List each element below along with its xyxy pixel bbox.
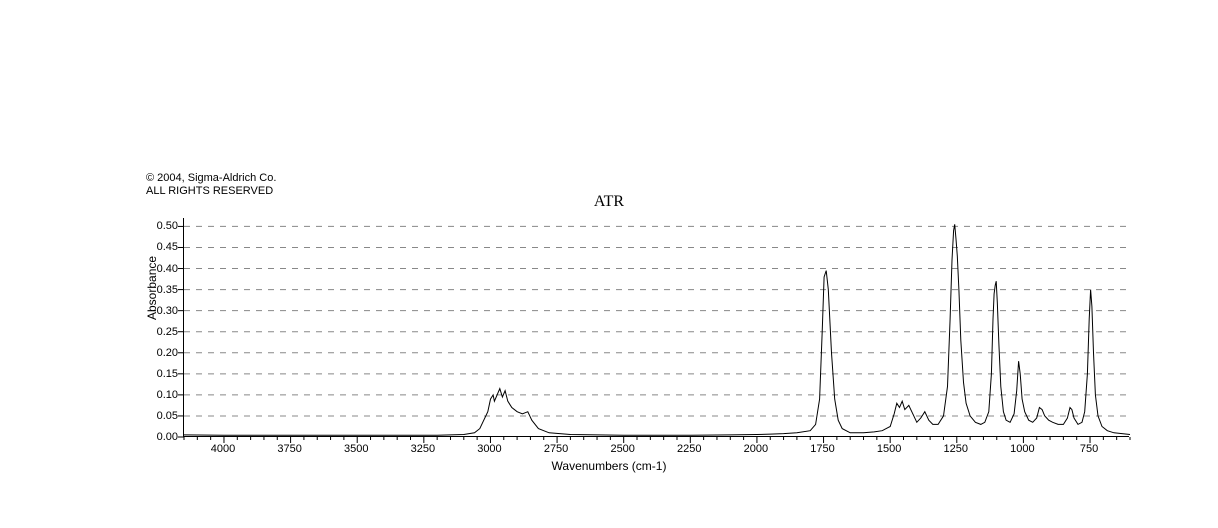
y-tick-label: 0.50 — [138, 220, 178, 232]
y-tick-label: 0.10 — [138, 389, 178, 401]
copyright-line1: © 2004, Sigma-Aldrich Co. — [146, 172, 276, 185]
y-tick-label: 0.15 — [138, 368, 178, 380]
x-tick-label: 3250 — [411, 443, 435, 455]
x-tick-label: 3000 — [477, 443, 501, 455]
x-minor-ticks — [184, 437, 1130, 440]
page-root: © 2004, Sigma-Aldrich Co. ALL RIGHTS RES… — [0, 0, 1218, 528]
y-tick-label: 0.30 — [138, 305, 178, 317]
x-axis-label: Wavenumbers (cm-1) — [0, 459, 1218, 473]
y-tick-label: 0.20 — [138, 347, 178, 359]
x-tick-label: 1750 — [810, 443, 834, 455]
plot-svg — [184, 218, 1130, 437]
x-tick-label: 1000 — [1010, 443, 1034, 455]
x-tick-label: 3500 — [344, 443, 368, 455]
y-tick-label: 0.45 — [138, 241, 178, 253]
chart-title: ATR — [0, 193, 1218, 211]
x-tick-label: 2500 — [610, 443, 634, 455]
x-tick-label: 2250 — [677, 443, 701, 455]
y-major-ticks — [178, 226, 184, 437]
plot-area — [183, 218, 1129, 437]
spectrum-line — [184, 224, 1130, 435]
y-tick-label: 0.35 — [138, 284, 178, 296]
y-tick-label: 0.25 — [138, 326, 178, 338]
x-tick-label: 2750 — [544, 443, 568, 455]
x-tick-label: 2000 — [744, 443, 768, 455]
y-tick-label: 0.00 — [138, 431, 178, 443]
x-tick-label: 1500 — [877, 443, 901, 455]
grid-lines — [184, 226, 1130, 416]
y-tick-label: 0.05 — [138, 410, 178, 422]
x-tick-label: 750 — [1080, 443, 1098, 455]
y-tick-label: 0.40 — [138, 263, 178, 275]
x-tick-label: 4000 — [211, 443, 235, 455]
x-tick-label: 3750 — [277, 443, 301, 455]
x-tick-label: 1250 — [944, 443, 968, 455]
